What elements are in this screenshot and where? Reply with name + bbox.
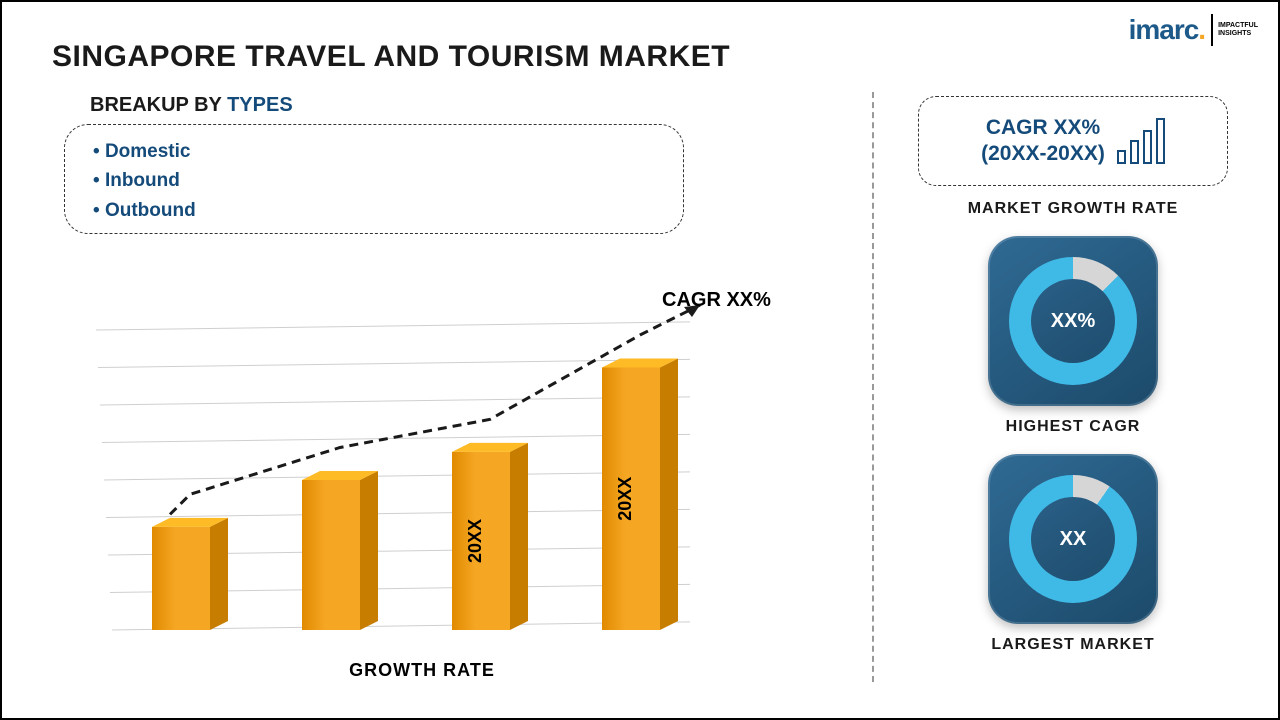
chart-caption: GROWTH RATE bbox=[62, 660, 782, 681]
mini-bar bbox=[1130, 140, 1139, 164]
caption-growth-rate: MARKET GROWTH RATE bbox=[918, 200, 1228, 218]
breakup-types-box: Domestic Inbound Outbound bbox=[64, 124, 684, 234]
type-item: Outbound bbox=[93, 196, 655, 225]
brand-divider bbox=[1211, 14, 1213, 46]
vertical-divider bbox=[872, 92, 874, 682]
brand-tagline: IMPACTFUL INSIGHTS bbox=[1218, 22, 1258, 37]
cagr-summary-label: CAGR XX% (20XX-20XX) bbox=[981, 115, 1105, 168]
types-list: Domestic Inbound Outbound bbox=[93, 137, 655, 225]
trend-label: CAGR XX% bbox=[662, 289, 771, 311]
svg-text:20XX: 20XX bbox=[615, 477, 635, 521]
donut-value: XX bbox=[1009, 475, 1137, 603]
type-item: Domestic bbox=[93, 137, 655, 166]
caption-largest-market: LARGEST MARKET bbox=[918, 636, 1228, 654]
growth-bar-chart: 20XX 20XX CAGR XX% bbox=[62, 280, 782, 650]
breakup-heading: BREAKUP BY TYPES bbox=[90, 94, 293, 117]
mini-bar bbox=[1117, 150, 1126, 164]
brand-name: imarc. bbox=[1129, 14, 1206, 46]
chart-bars: 20XX 20XX bbox=[152, 359, 678, 631]
highest-cagr-tile: XX% bbox=[988, 236, 1158, 406]
brand-logo: imarc. IMPACTFUL INSIGHTS bbox=[1129, 14, 1258, 46]
donut-chart-largest-market: XX bbox=[1009, 475, 1137, 603]
donut-chart-highest-cagr: XX% bbox=[1009, 257, 1137, 385]
mini-bar-chart-icon bbox=[1117, 118, 1165, 164]
type-item: Inbound bbox=[93, 166, 655, 195]
page-title: SINGAPORE TRAVEL AND TOURISM MARKET bbox=[52, 40, 730, 74]
chart-svg: 20XX 20XX CAGR XX% bbox=[62, 280, 782, 650]
mini-bar bbox=[1143, 130, 1152, 164]
donut-value: XX% bbox=[1009, 257, 1137, 385]
caption-highest-cagr: HIGHEST CAGR bbox=[918, 418, 1228, 436]
largest-market-tile: XX bbox=[988, 454, 1158, 624]
svg-text:20XX: 20XX bbox=[465, 519, 485, 563]
cagr-summary-box: CAGR XX% (20XX-20XX) bbox=[918, 96, 1228, 186]
mini-bar bbox=[1156, 118, 1165, 164]
